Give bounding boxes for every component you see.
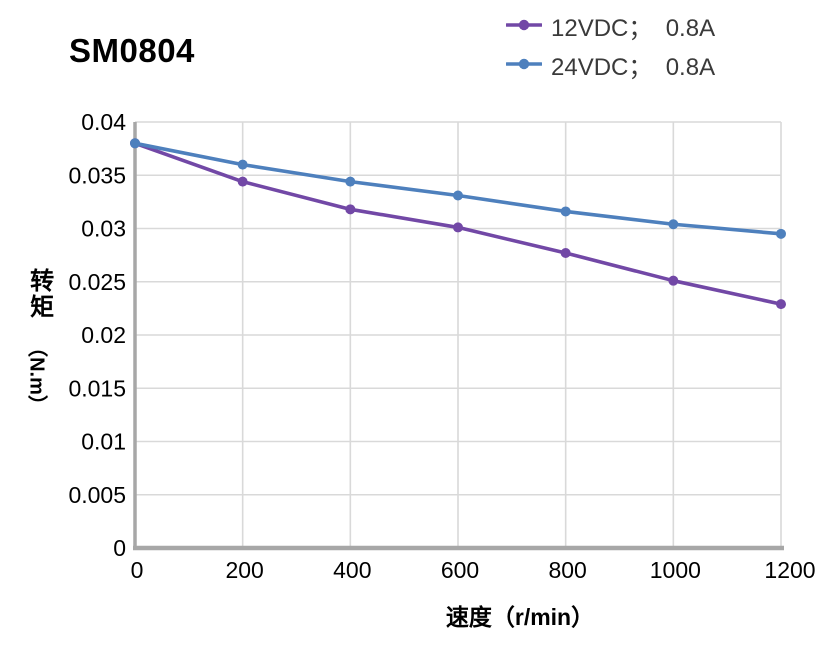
- legend-dot: [518, 58, 530, 70]
- data-point-marker: [453, 222, 463, 233]
- legend-label: 24VDC； 0.8A: [551, 53, 716, 81]
- data-point-marker: [345, 176, 356, 187]
- y-axis-label-text: 转矩: [25, 268, 53, 320]
- x-axis-label: 速度（r/min）: [445, 604, 595, 630]
- x-tick-label: 800: [548, 557, 586, 583]
- data-point-marker: [560, 247, 571, 258]
- chart-title: SM0804: [69, 32, 195, 69]
- y-tick-label: 0.025: [68, 269, 126, 295]
- y-tick-label: 0.03: [81, 216, 126, 242]
- y-tick-label: 0.01: [81, 429, 126, 455]
- x-tick-label: 1200: [764, 557, 815, 583]
- data-point-marker: [776, 299, 786, 310]
- data-point-marker: [345, 204, 356, 215]
- legend-label: 12VDC； 0.8A: [551, 14, 716, 42]
- y-axis-label: 转矩 （N.m）: [20, 268, 58, 426]
- data-point-marker: [560, 206, 571, 217]
- data-point-marker: [453, 190, 463, 201]
- legend-dot: [518, 19, 530, 31]
- y-tick-label: 0: [113, 535, 126, 561]
- x-tick-label: 600: [441, 557, 479, 583]
- x-tick-label: 1000: [650, 557, 701, 583]
- data-point-marker: [130, 138, 140, 149]
- y-tick-label: 0.005: [68, 482, 126, 508]
- legend-item: 24VDC； 0.8A: [506, 48, 716, 81]
- data-point-marker: [776, 228, 786, 239]
- y-tick-label: 0.015: [68, 375, 126, 401]
- x-tick-label: 400: [333, 557, 371, 583]
- legend-line-marker-icon: [506, 19, 542, 31]
- legend-line-marker-icon: [506, 58, 542, 70]
- legend: 12VDC； 0.8A 24VDC； 0.8A: [506, 9, 716, 81]
- x-tick-label: 200: [225, 557, 263, 583]
- data-point-marker: [237, 176, 248, 187]
- legend-item: 12VDC； 0.8A: [506, 9, 716, 42]
- data-point-marker: [668, 219, 679, 230]
- y-tick-label: 0.04: [81, 109, 126, 135]
- data-point-marker: [668, 275, 679, 286]
- y-tick-label: 0.035: [68, 162, 126, 188]
- y-tick-label: 0.02: [81, 322, 126, 348]
- data-point-marker: [237, 159, 248, 170]
- x-tick-label: 0: [131, 557, 144, 583]
